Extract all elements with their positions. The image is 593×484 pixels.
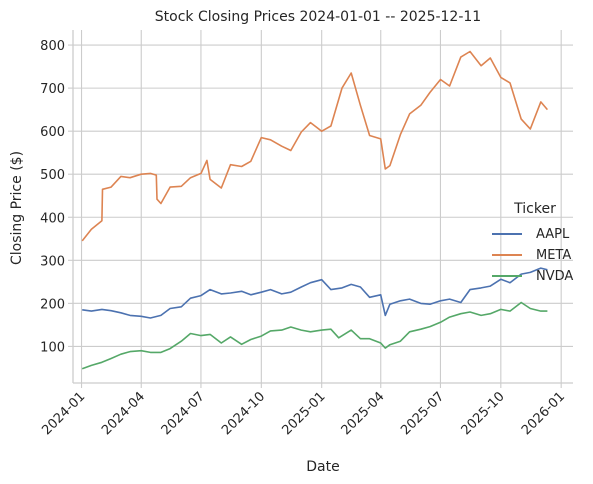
y-tick-label: 200: [40, 297, 65, 312]
x-tick-label: 2025-10: [459, 389, 508, 438]
series-line-nvda: [81, 301, 548, 370]
x-tick-label: 2025-07: [398, 389, 447, 438]
y-axis-label: Closing Price ($): [9, 151, 25, 265]
x-tick-labels: 2024-01 2024-04 2024-07 2024-10 2025-01 2025-…: [39, 389, 568, 438]
y-tick-label: 300: [40, 254, 65, 269]
grid: [73, 30, 573, 383]
x-axis-label: Date: [306, 459, 339, 475]
y-tick-label: 800: [40, 39, 65, 54]
y-tick-label: 700: [40, 82, 65, 97]
series-line-aapl: [82, 267, 548, 319]
x-tick-label: 2024-04: [99, 389, 148, 438]
x-tick-label: 2026-01: [519, 389, 568, 438]
chart-title: Stock Closing Prices 2024-01-01 -- 2025-…: [155, 9, 481, 25]
series-lines: [81, 50, 549, 370]
x-tick-label: 2024-07: [159, 389, 208, 438]
legend-title: Ticker: [513, 201, 556, 217]
legend-entry-nvda: NVDA: [536, 269, 573, 284]
y-tick-labels: 100 200 300 400 500 600 700 800: [40, 39, 65, 355]
x-tick-label: 2025-04: [339, 389, 388, 438]
legend-entry-aapl: AAPL: [536, 227, 570, 242]
x-tick-label: 2024-01: [39, 389, 88, 438]
x-tick-label: 2024-10: [219, 389, 268, 438]
x-tick-label: 2025-01: [279, 389, 328, 438]
axes: [68, 30, 573, 388]
y-tick-label: 500: [40, 168, 65, 183]
legend: Ticker AAPL META NVDA: [492, 201, 573, 284]
y-tick-label: 600: [40, 125, 65, 140]
y-tick-label: 100: [40, 340, 65, 355]
y-tick-label: 400: [40, 211, 65, 226]
series-line-meta: [81, 50, 549, 242]
legend-entry-meta: META: [536, 248, 571, 263]
